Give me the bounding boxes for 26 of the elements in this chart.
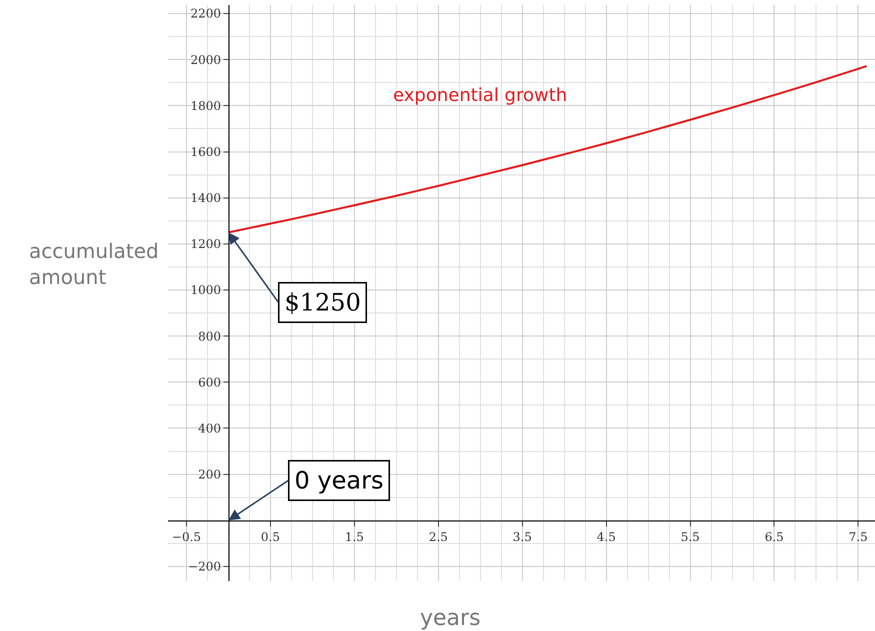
x-tick-label: 2.5	[428, 530, 448, 544]
y-tick-label: 1200	[190, 237, 222, 252]
y-tick-label: 1800	[190, 98, 222, 113]
y-tick-label: 600	[198, 375, 222, 390]
x-tick-label: −0.5	[172, 530, 202, 544]
x-tick-label: 0.5	[260, 530, 280, 544]
annotation: 0 years	[294, 466, 384, 494]
x-tick-label: 6.5	[764, 530, 784, 544]
annotation: $1250	[284, 288, 361, 316]
y-tick-label: 200	[198, 468, 222, 482]
x-tick-label: 1.5	[344, 530, 364, 544]
y-axis-title: accumulated amount	[29, 239, 159, 289]
y-tick-label: 800	[198, 329, 222, 344]
y-tick-label: 1600	[190, 144, 222, 159]
x-tick-label: 3.5	[512, 530, 532, 544]
text: exponential growth	[393, 85, 568, 106]
x-tick-label: 4.5	[596, 530, 616, 544]
x-axis-title: years	[420, 606, 481, 631]
y-tick-label: 400	[198, 421, 222, 436]
y-tick-label: −200	[188, 560, 222, 574]
y-tick-label: 1000	[190, 283, 222, 298]
x-tick-label: 5.5	[680, 530, 700, 544]
y-tick-label: 2200	[190, 6, 222, 21]
x-tick-label: 7.5	[848, 530, 868, 544]
y-tick-label: 1400	[190, 191, 222, 206]
y-tick-label: 2000	[190, 52, 222, 67]
